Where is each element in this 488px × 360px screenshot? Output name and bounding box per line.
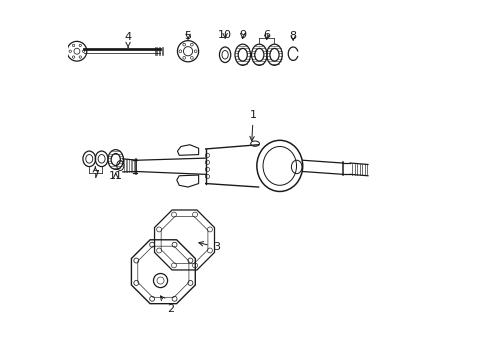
Text: 11: 11 [108,171,122,181]
Text: 5: 5 [184,31,191,41]
Text: 2: 2 [160,296,174,314]
Text: 3: 3 [199,242,219,252]
Text: 6: 6 [263,30,270,40]
Text: 9: 9 [239,30,246,40]
Text: 10: 10 [218,30,232,40]
Text: 8: 8 [289,31,296,41]
Text: 4: 4 [124,32,131,48]
Text: 7: 7 [92,167,99,180]
Text: 1: 1 [249,110,256,141]
